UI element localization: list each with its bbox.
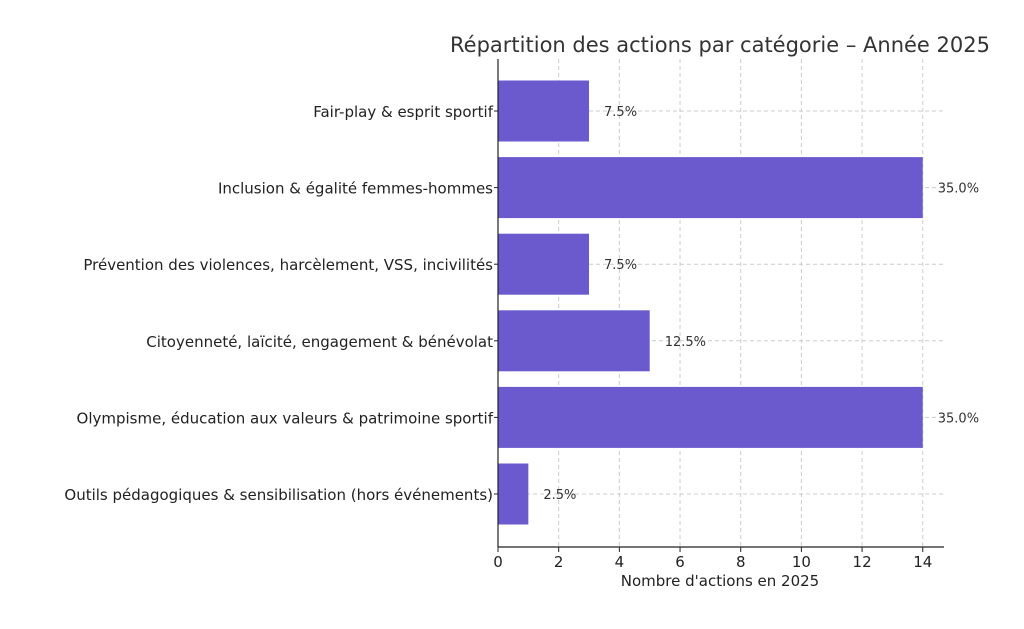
bar	[498, 157, 923, 219]
x-tick-label: 14	[913, 553, 932, 571]
x-tick-label: 6	[675, 553, 685, 571]
bar-data-label: 12.5%	[665, 335, 706, 350]
x-tick-label: 12	[853, 553, 872, 571]
x-tick-label: 4	[615, 553, 625, 571]
x-tick-label: 8	[736, 553, 746, 571]
category-label: Outils pédagogiques & sensibilisation (h…	[64, 486, 493, 504]
bar-data-label: 35.0%	[938, 182, 979, 197]
category-label: Citoyenneté, laïcité, engagement & bénév…	[146, 333, 493, 351]
category-label: Prévention des violences, harcèlement, V…	[83, 256, 493, 274]
data-labels: 7.5% 35.0% 7.5% 12.5% 35.0% 2.5%	[543, 105, 979, 503]
category-label: Fair-play & esprit sportif	[313, 103, 493, 121]
category-labels: Fair-play & esprit sportif Inclusion & ég…	[64, 103, 493, 504]
bars	[498, 80, 923, 525]
x-tick-label: 0	[493, 553, 503, 571]
x-axis-label: Nombre d'actions en 2025	[621, 572, 819, 590]
x-tick-label: 2	[554, 553, 564, 571]
bar-data-label: 2.5%	[543, 488, 576, 503]
bar	[498, 386, 923, 448]
bar	[498, 233, 590, 295]
x-tick-label: 10	[792, 553, 811, 571]
axes	[494, 59, 944, 548]
bar-data-label: 7.5%	[604, 105, 637, 120]
bar	[498, 463, 529, 525]
bar-data-label: 35.0%	[938, 411, 979, 426]
bar	[498, 80, 590, 142]
chart-title: Répartition des actions par catégorie – …	[450, 33, 990, 57]
category-label: Olympisme, éducation aux valeurs & patri…	[77, 409, 494, 427]
bar	[498, 310, 650, 372]
x-ticks: 0 2 4 6 8 10 12 14	[493, 547, 932, 571]
bar-data-label: 7.5%	[604, 258, 637, 273]
category-label: Inclusion & égalité femmes-hommes	[218, 180, 493, 198]
